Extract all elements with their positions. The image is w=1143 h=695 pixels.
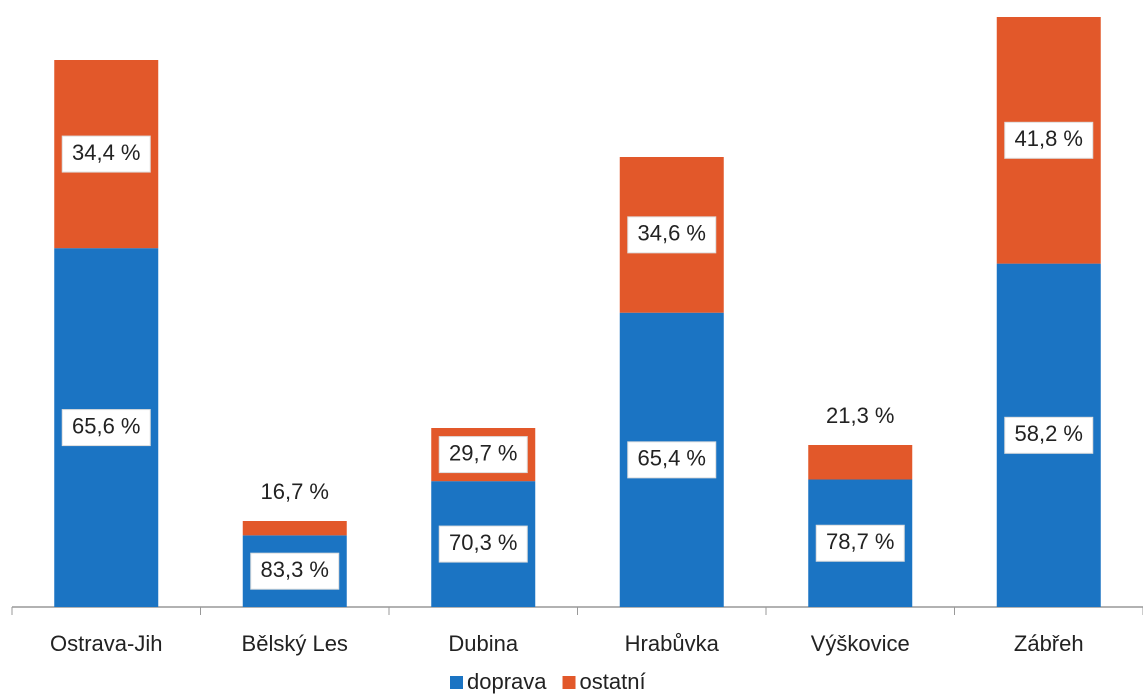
data-label: 70,3 %: [449, 530, 518, 555]
data-label-box: [1004, 416, 1094, 454]
x-tick-label: Výškovice: [811, 631, 910, 656]
x-tick-label: Bělský Les: [242, 631, 348, 656]
data-label: 65,6 %: [72, 413, 141, 438]
data-label: 83,3 %: [261, 557, 330, 582]
data-label: 34,6 %: [638, 221, 707, 246]
data-label-box: [815, 524, 905, 562]
data-label-box: [627, 441, 717, 479]
bar-segment: [242, 521, 347, 536]
data-label: 16,7 %: [261, 479, 330, 504]
legend-swatch: [450, 676, 463, 689]
x-tick-label: Ostrava-Jih: [50, 631, 162, 656]
data-label-box: [438, 525, 528, 563]
data-label-box: [61, 409, 151, 447]
legend-label: ostatní: [580, 669, 646, 694]
data-label: 29,7 %: [449, 440, 518, 465]
data-label: 58,2 %: [1015, 421, 1084, 446]
legend-swatch: [562, 676, 576, 689]
x-tick-label: Dubina: [448, 631, 518, 656]
data-label-box: [438, 436, 528, 474]
data-label: 65,4 %: [638, 446, 707, 471]
x-tick-label: Zábřeh: [1014, 631, 1084, 656]
bar-segment: [808, 445, 913, 480]
data-label-box: [627, 216, 717, 254]
legend-label: doprava: [467, 669, 547, 694]
data-label: 41,8 %: [1015, 126, 1084, 151]
x-tick-label: Hrabůvka: [625, 631, 720, 656]
data-label-box: [61, 135, 151, 173]
data-label-box: [250, 552, 340, 590]
data-label: 34,4 %: [72, 140, 141, 165]
data-label: 21,3 %: [826, 403, 895, 428]
data-label: 78,7 %: [826, 529, 895, 554]
data-label-box: [1004, 121, 1094, 159]
